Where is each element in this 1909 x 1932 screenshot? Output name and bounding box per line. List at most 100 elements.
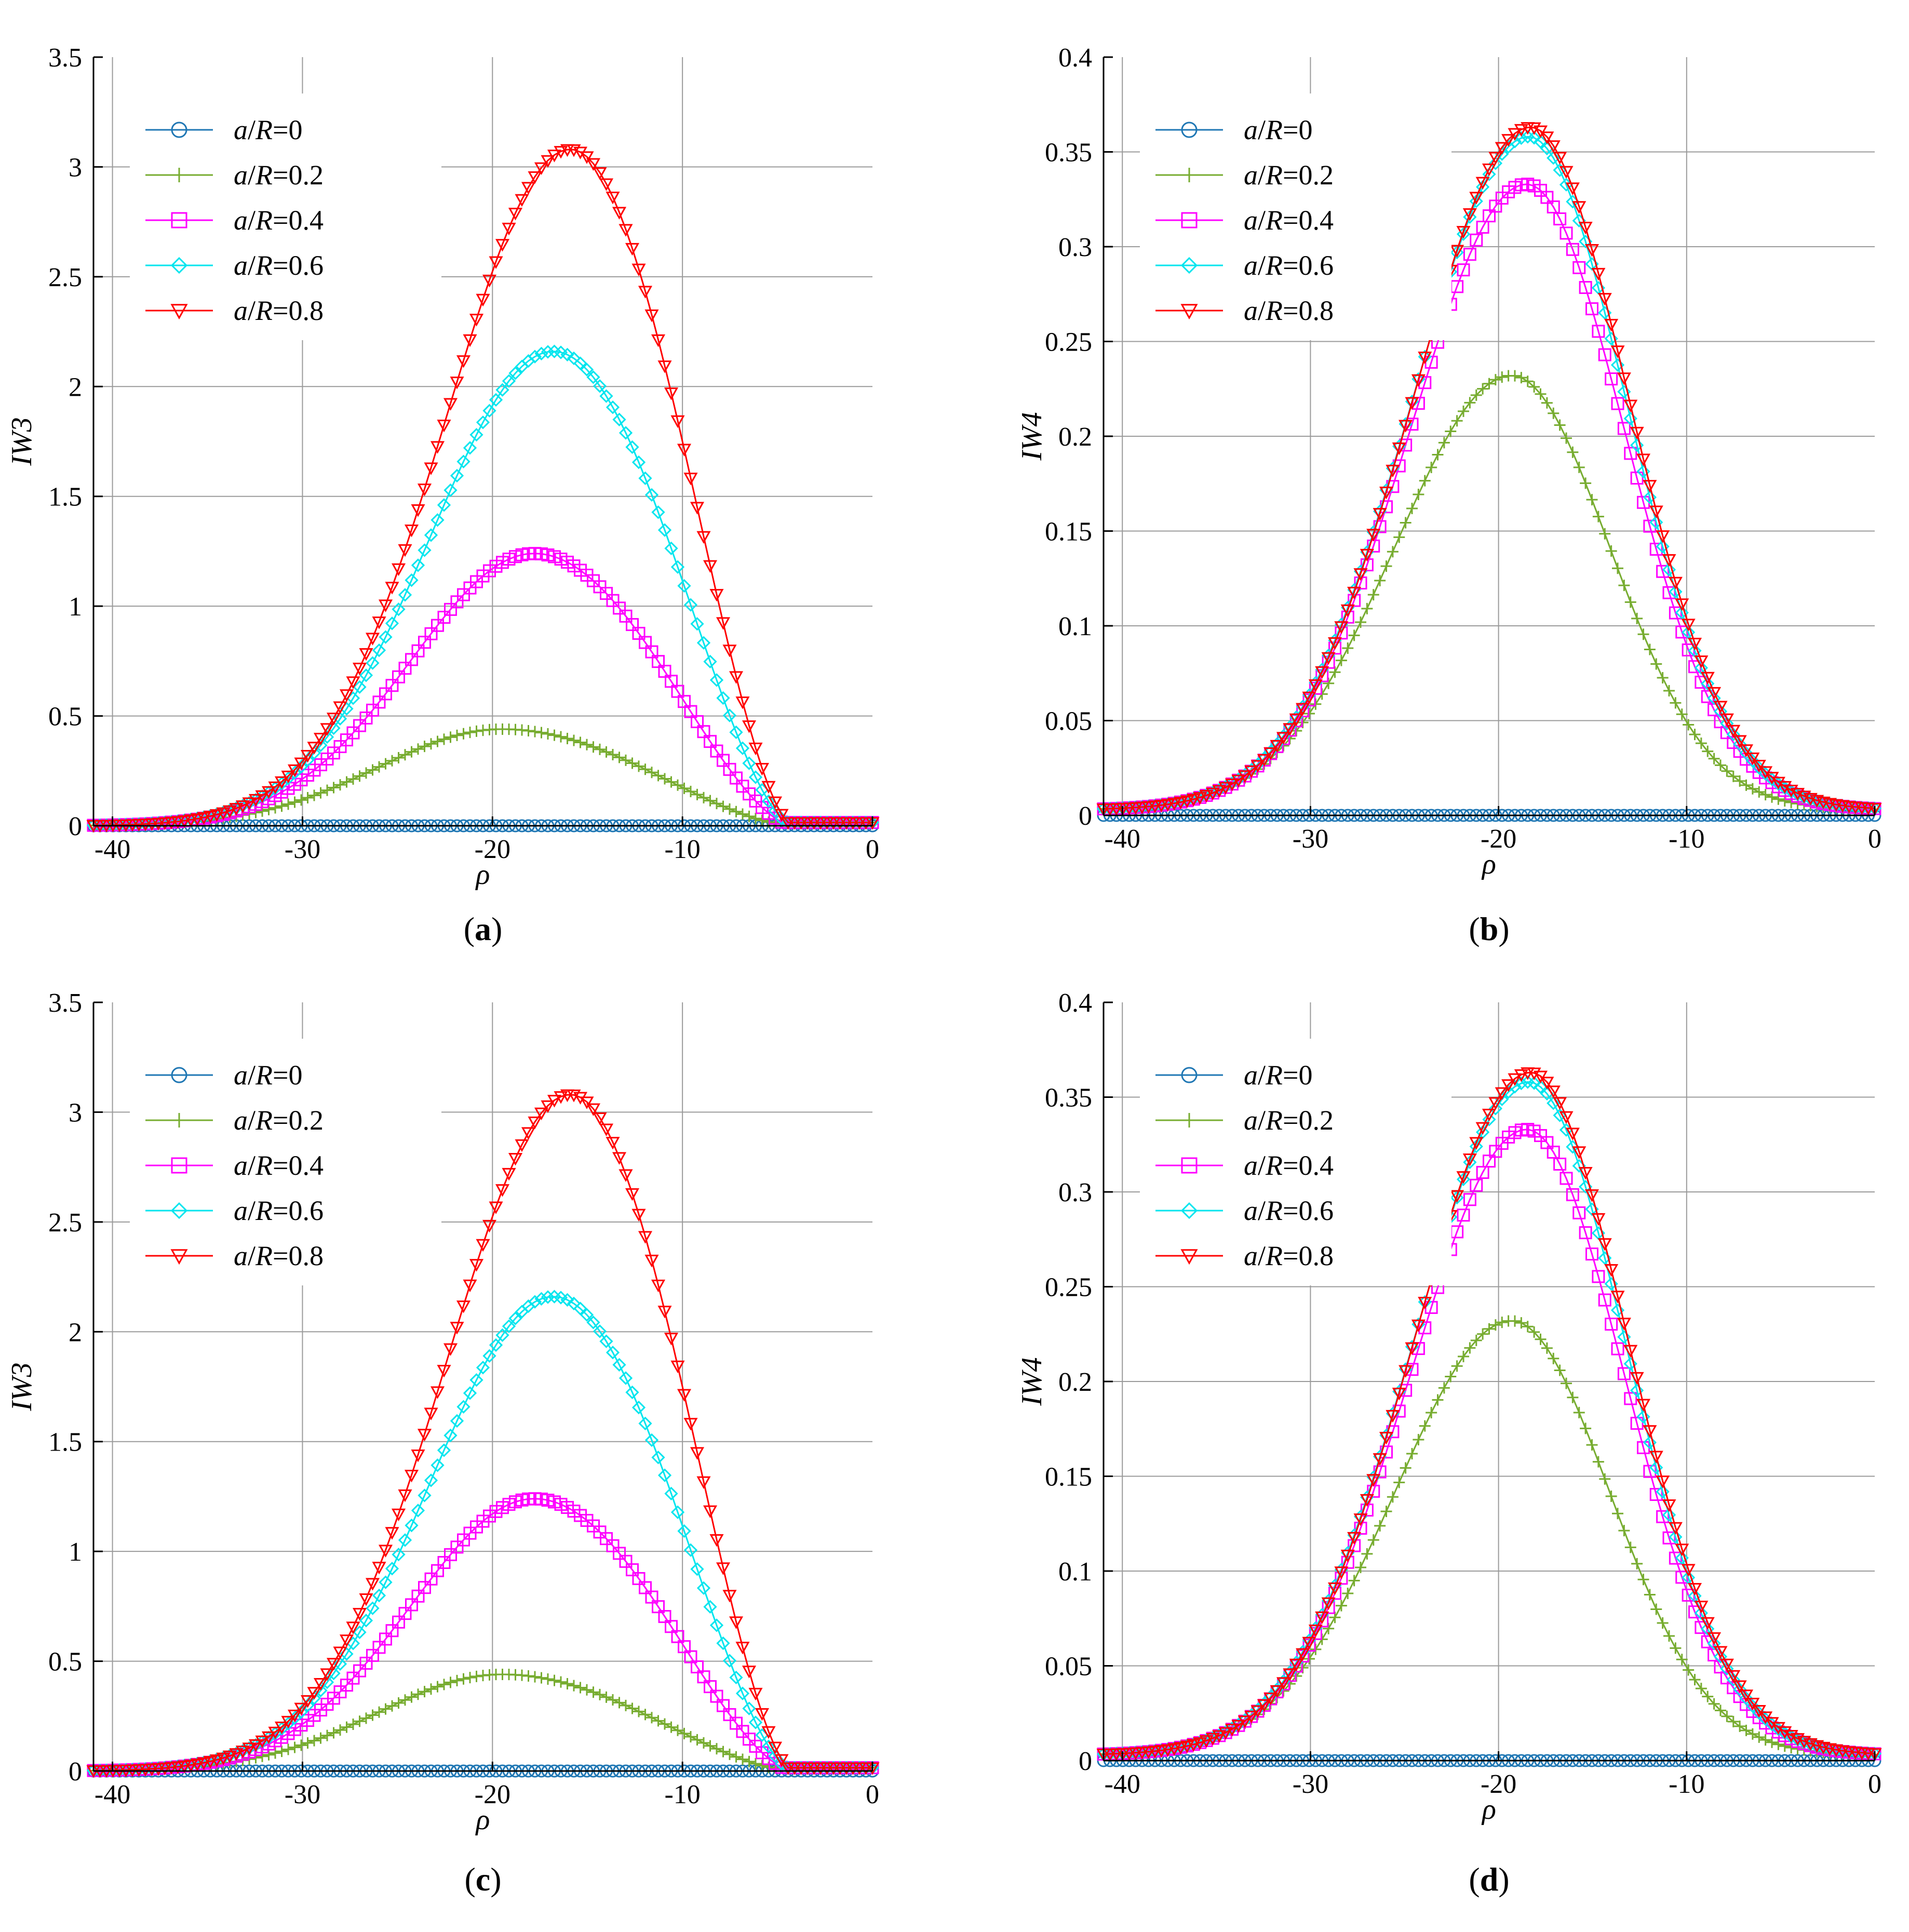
data-point: [430, 1386, 445, 1399]
data-point: [638, 471, 652, 485]
data-point: [502, 222, 516, 236]
data-point: [373, 1706, 385, 1718]
data-point: [657, 360, 672, 373]
data-point: [327, 721, 341, 735]
legend-label: a/R=0.2: [1244, 1105, 1334, 1136]
data-point: [1366, 529, 1381, 542]
data-point: [229, 803, 244, 816]
data-point: [651, 1279, 666, 1293]
data-point: [633, 760, 644, 772]
data-point: [1514, 124, 1528, 137]
data-point: [1456, 227, 1471, 241]
data-point: [321, 1729, 333, 1741]
data-point: [216, 1752, 231, 1765]
data-point: [190, 1759, 205, 1772]
data-point: [360, 1712, 372, 1724]
legend-label: a/R=0.4: [234, 205, 324, 236]
data-point: [1321, 652, 1336, 665]
data-point: [1610, 358, 1625, 372]
data-point: [665, 1721, 677, 1733]
data-point: [1540, 1077, 1554, 1090]
data-point: [367, 764, 379, 776]
data-point: [1386, 1410, 1400, 1423]
data-point: [289, 1741, 301, 1753]
data-point: [1745, 754, 1760, 768]
data-point: [391, 1508, 406, 1522]
data-point: [1296, 1645, 1310, 1659]
data-point: [644, 309, 659, 323]
data-point: [183, 814, 198, 827]
legend-label: a/R=0.4: [1244, 205, 1334, 236]
data-point: [1469, 1137, 1484, 1150]
data-point: [287, 1709, 302, 1723]
data-point: [469, 1373, 483, 1387]
data-point: [664, 387, 679, 400]
data-point: [1469, 194, 1483, 208]
data-point: [690, 1562, 704, 1576]
data-point: [1469, 1139, 1483, 1153]
data-point: [242, 1742, 257, 1755]
data-point: [1662, 562, 1676, 576]
data-point: [1348, 1575, 1360, 1587]
data-point: [1366, 1474, 1381, 1487]
data-point: [1643, 480, 1657, 493]
data-point: [1662, 1508, 1676, 1522]
data-point: [1445, 425, 1457, 437]
data-point: [1482, 163, 1497, 177]
data-point: [391, 563, 406, 576]
data-point: [528, 1295, 542, 1309]
data-point: [302, 1737, 314, 1749]
data-point: [722, 1590, 737, 1603]
data-point: [716, 691, 730, 705]
y-tick-label: 0.2: [1058, 1367, 1092, 1397]
data-point: [612, 412, 626, 426]
data-point: [1495, 1087, 1509, 1100]
data-point: [1488, 1102, 1503, 1116]
x-tick-label: -10: [1669, 1769, 1704, 1799]
data-point: [1470, 233, 1483, 247]
data-point: [1462, 208, 1477, 221]
data-point: [1584, 1189, 1599, 1202]
data-point: [1604, 331, 1618, 346]
data-point: [412, 1688, 424, 1700]
data-point: [1624, 596, 1636, 608]
data-point: [703, 654, 717, 669]
series-line: [1103, 374, 1875, 810]
data-point: [639, 1709, 651, 1721]
data-point: [366, 656, 380, 670]
series-line: [1103, 1071, 1875, 1755]
data-point: [1327, 1582, 1342, 1595]
data-point: [664, 1486, 678, 1500]
data-point: [476, 415, 490, 430]
data-point: [1611, 397, 1624, 410]
data-point: [372, 616, 386, 629]
data-point: [326, 713, 341, 726]
data-point: [138, 819, 153, 831]
data-point: [711, 798, 722, 810]
data-point: [730, 1751, 742, 1763]
data-point: [476, 293, 490, 307]
data-point: [1745, 1698, 1760, 1711]
data-point: [1535, 388, 1547, 400]
data-point: [489, 1201, 503, 1214]
data-point: [1745, 1699, 1760, 1713]
data-point: [761, 781, 776, 794]
data-point: [1173, 1742, 1188, 1755]
data-point: [709, 1618, 724, 1632]
data-point: [1418, 1297, 1432, 1310]
data-point: [560, 1293, 574, 1307]
data-point: [1186, 1739, 1201, 1752]
data-point: [1624, 1392, 1637, 1405]
data-point: [1457, 263, 1470, 277]
data-point: [248, 794, 263, 807]
y-tick-label: 0.4: [1058, 988, 1092, 1018]
data-point: [1548, 407, 1560, 419]
data-point: [1612, 562, 1623, 574]
data-point: [541, 1100, 555, 1113]
data-point: [1720, 1661, 1734, 1676]
data-point: [359, 1614, 373, 1628]
data-point: [657, 523, 672, 537]
data-point: [599, 178, 614, 191]
series-line: [1103, 126, 1875, 810]
data-point: [638, 1231, 653, 1244]
